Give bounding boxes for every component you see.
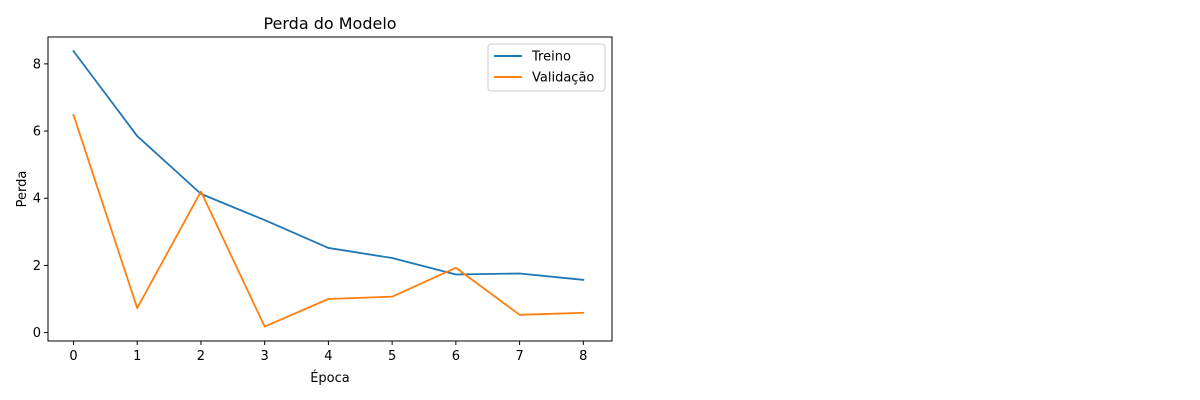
x-tick-label: 2 xyxy=(197,349,205,364)
x-tick-label: 6 xyxy=(452,349,460,364)
y-tick-label: 8 xyxy=(33,57,41,72)
series-line-validacao xyxy=(72,113,585,328)
y-tick-label: 6 xyxy=(33,125,41,140)
x-axis-title: Época xyxy=(310,370,350,386)
series-layer xyxy=(72,49,585,328)
y-tick-label: 4 xyxy=(33,192,41,207)
legend-label-validacao: Validação xyxy=(532,71,594,86)
x-tick-label: 1 xyxy=(133,349,141,364)
x-tick-label: 0 xyxy=(69,349,77,364)
x-tick-label: 5 xyxy=(388,349,396,364)
x-tick-label: 3 xyxy=(261,349,269,364)
legend: Treino Validação xyxy=(487,43,606,92)
chart-title: Perda do Modelo xyxy=(263,14,396,33)
ticks-layer: 0 1 2 3 4 5 6 7 8 0 2 4 6 8 xyxy=(33,57,588,364)
x-tick-label: 4 xyxy=(324,349,332,364)
y-axis-title: Perda xyxy=(15,171,30,208)
x-tick-label: 8 xyxy=(579,349,587,364)
legend-label-treino: Treino xyxy=(531,50,571,65)
y-tick-label: 2 xyxy=(33,259,41,274)
series-line-treino xyxy=(72,49,585,281)
y-tick-label: 0 xyxy=(33,326,41,341)
plot-area-frame xyxy=(47,36,613,342)
x-tick-label: 7 xyxy=(515,349,523,364)
